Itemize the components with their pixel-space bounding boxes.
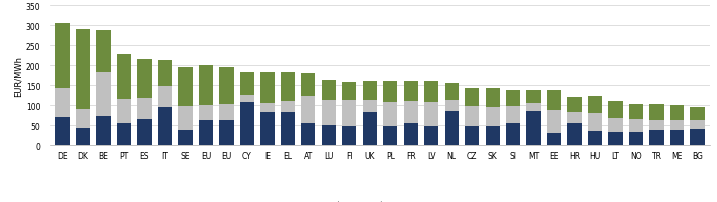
Bar [465,107,480,127]
Bar [363,112,377,145]
Bar [547,134,561,145]
Bar [650,121,664,131]
Bar [301,73,315,97]
Bar [506,124,521,145]
Bar [239,102,254,145]
Bar [670,121,684,131]
Bar [650,105,664,121]
Bar [609,101,623,118]
Bar [96,73,110,117]
Bar [322,101,336,125]
Bar [567,124,581,145]
Bar [567,112,581,124]
Bar [404,82,418,102]
Bar [76,110,90,129]
Bar [445,83,459,100]
Bar [199,66,213,106]
Bar [588,132,602,145]
Bar [650,131,664,145]
Bar [506,90,521,106]
Bar [55,118,70,145]
Bar [526,112,541,145]
Bar [76,129,90,145]
Bar [55,24,70,89]
Bar [424,127,438,145]
Bar [117,55,131,100]
Bar [199,106,213,121]
Bar [629,132,643,145]
Bar [690,129,705,145]
Bar [96,117,110,145]
Bar [342,82,356,101]
Bar [199,121,213,145]
Bar [629,120,643,132]
Bar [424,103,438,127]
Bar [137,120,151,145]
Bar [506,106,521,124]
Bar [179,106,193,131]
Bar [342,127,356,145]
Bar [219,121,234,145]
Bar [424,82,438,103]
Bar [404,102,418,124]
Bar [179,131,193,145]
Bar [690,120,705,129]
Bar [322,81,336,101]
Bar [239,72,254,95]
Bar [219,104,234,121]
Bar [363,100,377,112]
Bar [445,112,459,145]
Bar [280,73,295,101]
Bar [485,108,500,127]
Bar [588,114,602,132]
Bar [260,73,275,104]
Bar [588,97,602,114]
Bar [465,127,480,145]
Bar [260,112,275,145]
Bar [485,88,500,108]
Bar [404,124,418,145]
Bar [670,131,684,145]
Bar [219,67,234,104]
Bar [383,127,397,145]
Bar [670,106,684,121]
Bar [239,95,254,102]
Legend: Adók, Hálózat, Energia: Adók, Hálózat, Energia [310,198,450,202]
Bar [485,127,500,145]
Bar [137,99,151,120]
Bar [342,101,356,127]
Bar [322,125,336,145]
Bar [260,104,275,112]
Bar [158,61,172,87]
Bar [567,97,581,112]
Bar [117,100,131,124]
Bar [179,67,193,106]
Bar [526,90,541,104]
Bar [158,108,172,145]
Bar [55,89,70,118]
Bar [629,104,643,120]
Bar [158,87,172,108]
Bar [465,89,480,107]
Bar [301,97,315,124]
Bar [547,110,561,134]
Bar [547,90,561,110]
Y-axis label: EUR/MWh: EUR/MWh [14,55,23,96]
Bar [301,124,315,145]
Bar [526,104,541,112]
Bar [690,107,705,120]
Bar [609,132,623,145]
Bar [117,124,131,145]
Bar [76,30,90,110]
Bar [363,82,377,100]
Bar [280,101,295,112]
Bar [137,60,151,99]
Bar [609,118,623,132]
Bar [383,82,397,103]
Bar [445,100,459,112]
Bar [383,103,397,127]
Bar [96,31,110,73]
Bar [280,112,295,145]
